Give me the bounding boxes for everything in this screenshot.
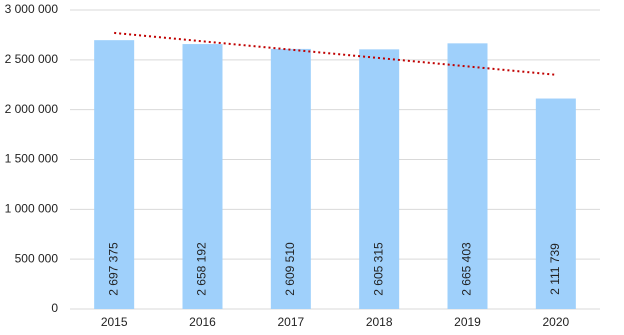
y-tick-label: 1 000 000 <box>5 202 59 216</box>
bar <box>359 49 400 309</box>
x-tick-label: 2016 <box>189 315 216 329</box>
bar <box>94 40 135 310</box>
bar <box>447 43 488 309</box>
x-tick-label: 2020 <box>542 315 569 329</box>
y-tick-label: 3 000 000 <box>5 2 59 16</box>
y-tick-label: 2 500 000 <box>5 52 59 66</box>
bar <box>270 48 311 310</box>
y-tick-label: 1 500 000 <box>5 152 59 166</box>
value-label: 2 609 510 <box>283 242 297 296</box>
x-tick-label: 2017 <box>277 315 304 329</box>
x-tick-label: 2019 <box>454 315 481 329</box>
x-tick-label: 2015 <box>101 315 128 329</box>
trendline <box>114 31 556 76</box>
value-label: 2 111 739 <box>548 243 562 295</box>
bar <box>182 44 223 309</box>
y-tick-label: 2 000 000 <box>5 102 59 116</box>
value-label: 2 605 315 <box>371 242 385 296</box>
value-label: 2 697 375 <box>106 242 120 296</box>
x-tick-label: 2018 <box>366 315 393 329</box>
value-label: 2 658 192 <box>195 242 209 296</box>
y-tick-label: 500 000 <box>15 251 59 265</box>
value-label: 2 665 403 <box>460 242 474 296</box>
bar <box>535 98 576 309</box>
y-tick-label: 0 <box>51 301 58 315</box>
